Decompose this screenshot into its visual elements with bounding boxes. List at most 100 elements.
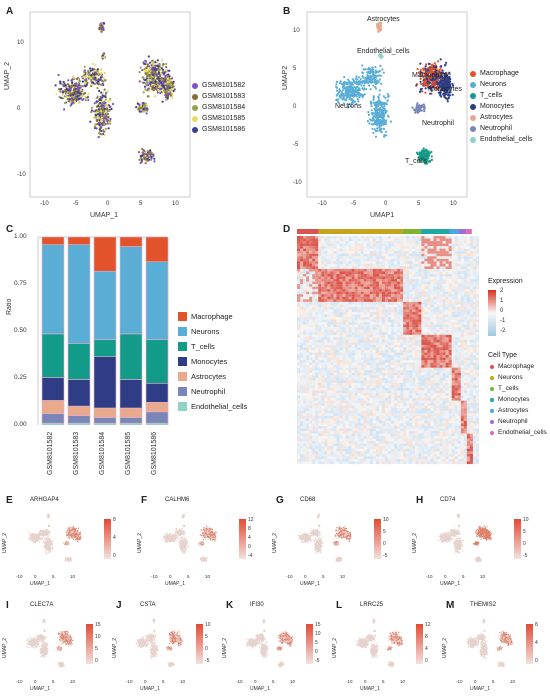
heatmap-cell bbox=[333, 306, 337, 310]
heatmap-cell bbox=[363, 279, 367, 282]
heatmap-cell bbox=[448, 309, 452, 313]
heatmap-cell bbox=[309, 284, 313, 287]
umap-point bbox=[65, 87, 68, 91]
heatmap-cell bbox=[454, 299, 458, 302]
heatmap-cell bbox=[324, 276, 328, 280]
heatmap-cell bbox=[330, 251, 334, 254]
umap-point bbox=[143, 62, 146, 65]
heatmap-cell bbox=[315, 306, 319, 310]
heatmap-cell bbox=[412, 246, 416, 249]
heatmap-cell bbox=[345, 276, 349, 280]
heatmap-cell bbox=[309, 251, 313, 254]
heatmap-cell bbox=[357, 299, 361, 302]
heatmap-cell bbox=[457, 263, 461, 267]
heatmap-cell bbox=[418, 268, 422, 272]
heatmap-cell bbox=[388, 294, 392, 297]
heatmap-cell bbox=[333, 314, 337, 318]
heatmap-cell bbox=[466, 319, 470, 323]
umap-point bbox=[81, 94, 84, 97]
heatmap-cell bbox=[318, 253, 322, 257]
heatmap-cell bbox=[418, 317, 422, 320]
umap-point bbox=[152, 154, 155, 157]
heatmap-cell bbox=[339, 274, 343, 277]
heatmap-cell bbox=[397, 286, 401, 290]
heatmap-cell bbox=[445, 238, 449, 242]
heatmap-cell bbox=[345, 309, 349, 313]
heatmap-cell bbox=[469, 261, 474, 264]
heatmap-cell bbox=[309, 314, 313, 318]
heatmap-cell bbox=[442, 279, 446, 282]
heatmap-cell bbox=[406, 274, 410, 277]
heatmap-cell bbox=[469, 324, 474, 328]
heatmap-cell bbox=[442, 251, 446, 254]
umap-point bbox=[93, 82, 96, 85]
heatmap-cell bbox=[360, 286, 364, 290]
heatmap-cell bbox=[321, 291, 325, 295]
umap-point bbox=[435, 67, 438, 70]
umap-point bbox=[356, 89, 360, 92]
heatmap-cell bbox=[384, 279, 389, 282]
heatmap-cell bbox=[327, 322, 331, 325]
heatmap-cell bbox=[427, 263, 431, 267]
heatmap-cell bbox=[466, 253, 470, 257]
heatmap-cell bbox=[388, 261, 392, 264]
heatmap-cell bbox=[348, 281, 352, 285]
heatmap-cell bbox=[312, 274, 316, 277]
heatmap-cell bbox=[427, 296, 431, 300]
umap-point bbox=[106, 104, 109, 107]
umap-point bbox=[438, 85, 441, 88]
heatmap-cell bbox=[418, 238, 422, 242]
heatmap-cell bbox=[345, 306, 349, 310]
heatmap-cell bbox=[327, 256, 331, 259]
heatmap-cell bbox=[339, 241, 343, 244]
heatmap-cell bbox=[418, 261, 422, 264]
heatmap-cell bbox=[345, 246, 349, 249]
heatmap-cell bbox=[466, 314, 470, 318]
heatmap-cell bbox=[421, 253, 425, 257]
heatmap-cell bbox=[375, 312, 379, 315]
heatmap-cell bbox=[424, 271, 428, 275]
heatmap-cell bbox=[303, 279, 307, 282]
heatmap-cell bbox=[415, 299, 419, 302]
heatmap-cell bbox=[475, 241, 480, 244]
heatmap-cell bbox=[457, 309, 461, 313]
heatmap-cell bbox=[303, 322, 307, 325]
heatmap-cell bbox=[363, 274, 367, 277]
heatmap-cell bbox=[433, 261, 437, 264]
heatmap-cell bbox=[388, 276, 392, 280]
heatmap-cell bbox=[475, 248, 480, 252]
umap-point bbox=[429, 92, 432, 95]
heatmap-cell bbox=[412, 263, 416, 267]
heatmap-cell bbox=[375, 276, 379, 280]
umap-point bbox=[374, 86, 377, 89]
heatmap-cell bbox=[460, 312, 464, 315]
heatmap-cell bbox=[415, 291, 419, 295]
heatmap-cell bbox=[394, 248, 398, 252]
umap-point bbox=[169, 79, 172, 82]
heatmap-cell bbox=[397, 314, 401, 318]
heatmap-cell bbox=[354, 296, 358, 300]
heatmap-cell bbox=[436, 274, 440, 277]
heatmap-cell bbox=[418, 309, 422, 313]
heatmap-cell bbox=[397, 309, 401, 313]
umap-point bbox=[424, 80, 427, 83]
heatmap-cell bbox=[439, 271, 443, 275]
umap-point bbox=[160, 67, 164, 70]
heatmap-cell bbox=[339, 319, 343, 323]
heatmap-cell bbox=[451, 312, 455, 315]
heatmap-cell bbox=[342, 241, 346, 244]
heatmap-cell bbox=[454, 268, 458, 272]
heatmap-cell bbox=[300, 256, 304, 259]
heatmap-cell bbox=[430, 266, 434, 270]
umap-point bbox=[372, 72, 375, 76]
heatmap-cell bbox=[327, 263, 331, 267]
heatmap-cell bbox=[309, 327, 313, 330]
heatmap-cell bbox=[336, 286, 340, 290]
umap-point bbox=[434, 76, 437, 79]
heatmap-cell bbox=[339, 279, 343, 282]
heatmap-cell bbox=[378, 281, 383, 285]
heatmap-cell bbox=[300, 276, 304, 280]
heatmap-cell bbox=[324, 271, 328, 275]
heatmap-cell bbox=[445, 317, 449, 320]
heatmap-cell bbox=[463, 238, 467, 242]
